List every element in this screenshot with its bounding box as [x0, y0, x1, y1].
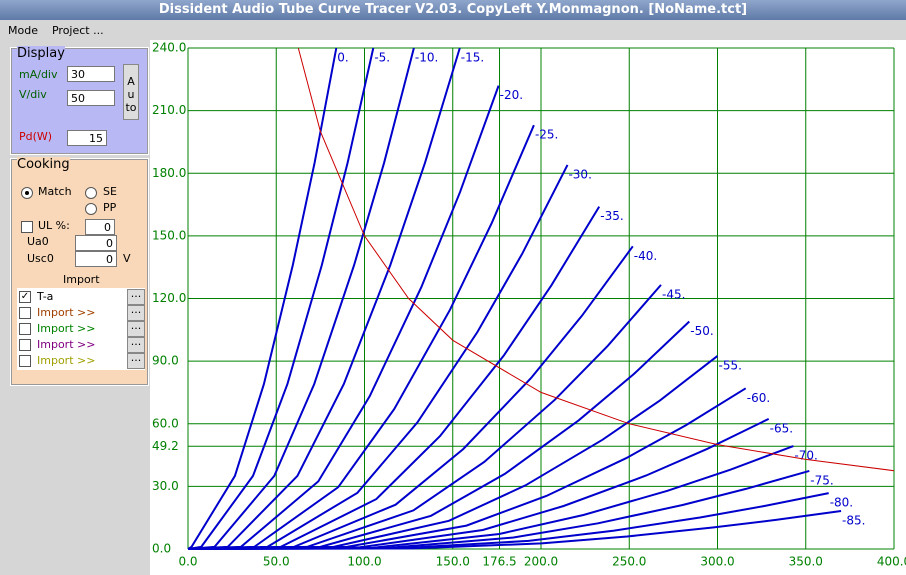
label: Ua0 [27, 235, 49, 248]
curve-label: 0. [337, 51, 348, 65]
radio[interactable] [85, 203, 97, 215]
x-tick-label: 300.0 [700, 555, 734, 569]
input[interactable]: 0 [75, 251, 117, 267]
y-tick-label: 120.0 [152, 291, 186, 305]
curve-label: -40. [634, 249, 657, 263]
more-button[interactable]: ... [127, 352, 145, 369]
curve-label: -60. [747, 391, 770, 405]
menu-bar: Mode Project ... [0, 22, 110, 40]
curve-label: -80. [830, 496, 853, 510]
x-tick-label: 250.0 [612, 555, 646, 569]
y-tick-label: 49.2 [152, 439, 179, 453]
y-tick-label: 0.0 [152, 542, 171, 556]
curve-label: -85. [842, 514, 865, 528]
input[interactable]: 0 [75, 235, 117, 251]
curve-label: -55. [719, 358, 742, 372]
y-tick-label: 150.0 [152, 228, 186, 242]
title-bar: Dissident Audio Tube Curve Tracer V2.03.… [0, 0, 906, 20]
display-panel: Display mA/div 30 V/div 50 Au to Pd(W) 1… [10, 46, 149, 155]
label: Import [63, 273, 100, 286]
auto-button[interactable]: Au to [123, 64, 139, 120]
label: mA/div [19, 68, 58, 81]
import-label: Import >> [37, 322, 96, 335]
label: V [123, 252, 131, 265]
curve-label: -15. [461, 51, 484, 65]
y-tick-label: 30.0 [152, 479, 179, 493]
label: PP [103, 201, 117, 214]
curve-label: -5. [374, 51, 390, 65]
curve-label: -10. [415, 51, 438, 65]
import-label: Import >> [37, 306, 96, 319]
chart: 0.0 50.0 100.0 150.0 176.5 200.0 250.0 300.0 350… [150, 40, 906, 575]
y-tick-label: 210.0 [152, 103, 186, 117]
label: UL %: [38, 219, 70, 232]
curve-label: -65. [770, 421, 793, 435]
checkbox[interactable] [19, 339, 31, 351]
menu-item[interactable]: Mode [8, 24, 38, 37]
y-tick-label: 240.0 [152, 41, 186, 55]
panel-title: Display [17, 46, 65, 61]
select[interactable]: 30 [67, 66, 115, 82]
input[interactable]: 15 [67, 130, 107, 146]
import-label: T-a [37, 290, 54, 303]
checkbox[interactable] [19, 355, 31, 367]
checkbox[interactable] [21, 221, 33, 233]
import-list: ✓ T-a... Import >>... Import >>... Import >>… [17, 288, 145, 370]
radio[interactable] [85, 187, 97, 199]
panel-title: Cooking [17, 157, 70, 172]
y-tick-label: 180.0 [152, 166, 186, 180]
label: SE [103, 185, 117, 198]
more-button[interactable]: ... [127, 304, 145, 321]
x-tick-label: 0.0 [178, 555, 197, 569]
import-label: Import >> [37, 354, 96, 367]
x-tick-label: 176.5 [482, 555, 516, 569]
y-tick-label: 90.0 [152, 354, 179, 368]
checkbox[interactable] [19, 307, 31, 319]
curve-label: -35. [600, 209, 623, 223]
label: Pd(W) [19, 130, 53, 143]
y-tick-label: 60.0 [152, 416, 179, 430]
select[interactable]: 50 [67, 90, 115, 106]
curve-label: -25. [535, 128, 558, 142]
curve-label: -30. [568, 167, 591, 181]
curve-label: -45. [662, 287, 685, 301]
check-mark: ✓ [20, 291, 30, 302]
x-tick-label: 200.0 [524, 555, 558, 569]
x-tick-label: 350.0 [789, 555, 823, 569]
chart-background [150, 40, 906, 575]
checkbox[interactable]: ✓ [19, 291, 31, 303]
curve-label: -20. [500, 88, 523, 102]
more-button[interactable]: ... [127, 288, 145, 305]
curve [187, 510, 842, 550]
x-tick-label: 150.0 [436, 555, 470, 569]
menu-item[interactable]: Project ... [51, 24, 104, 37]
more-button[interactable]: ... [127, 336, 145, 353]
curve-label: -50. [690, 324, 713, 338]
curve-label: -75. [810, 473, 833, 487]
cooking-panel: Cooking Match SE PP UL %: 0 Ua0 0 Usc0 0… [10, 157, 149, 386]
label: V/div [19, 88, 47, 101]
curve [187, 47, 338, 550]
label: Usc0 [27, 252, 54, 265]
more-button[interactable]: ... [127, 320, 145, 337]
curve-label: -70. [794, 449, 817, 463]
input[interactable]: 0 [85, 219, 115, 235]
label: Match [38, 185, 72, 198]
x-tick-label: 400.0 [877, 555, 906, 569]
radio[interactable] [21, 187, 33, 199]
curve [187, 47, 375, 550]
x-tick-label: 50.0 [263, 555, 290, 569]
curve [297, 47, 895, 472]
checkbox[interactable] [19, 323, 31, 335]
import-label: Import >> [37, 338, 96, 351]
x-tick-label: 100.0 [347, 555, 381, 569]
